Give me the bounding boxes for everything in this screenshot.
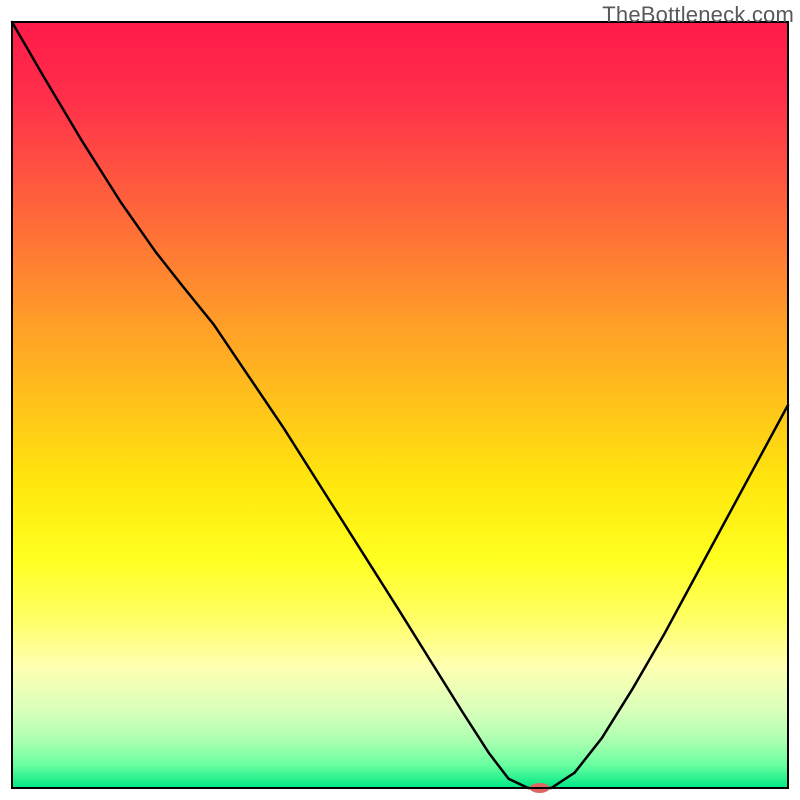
chart-svg xyxy=(0,0,800,800)
plot-background xyxy=(12,22,788,788)
bottleneck-chart: TheBottleneck.com xyxy=(0,0,800,800)
